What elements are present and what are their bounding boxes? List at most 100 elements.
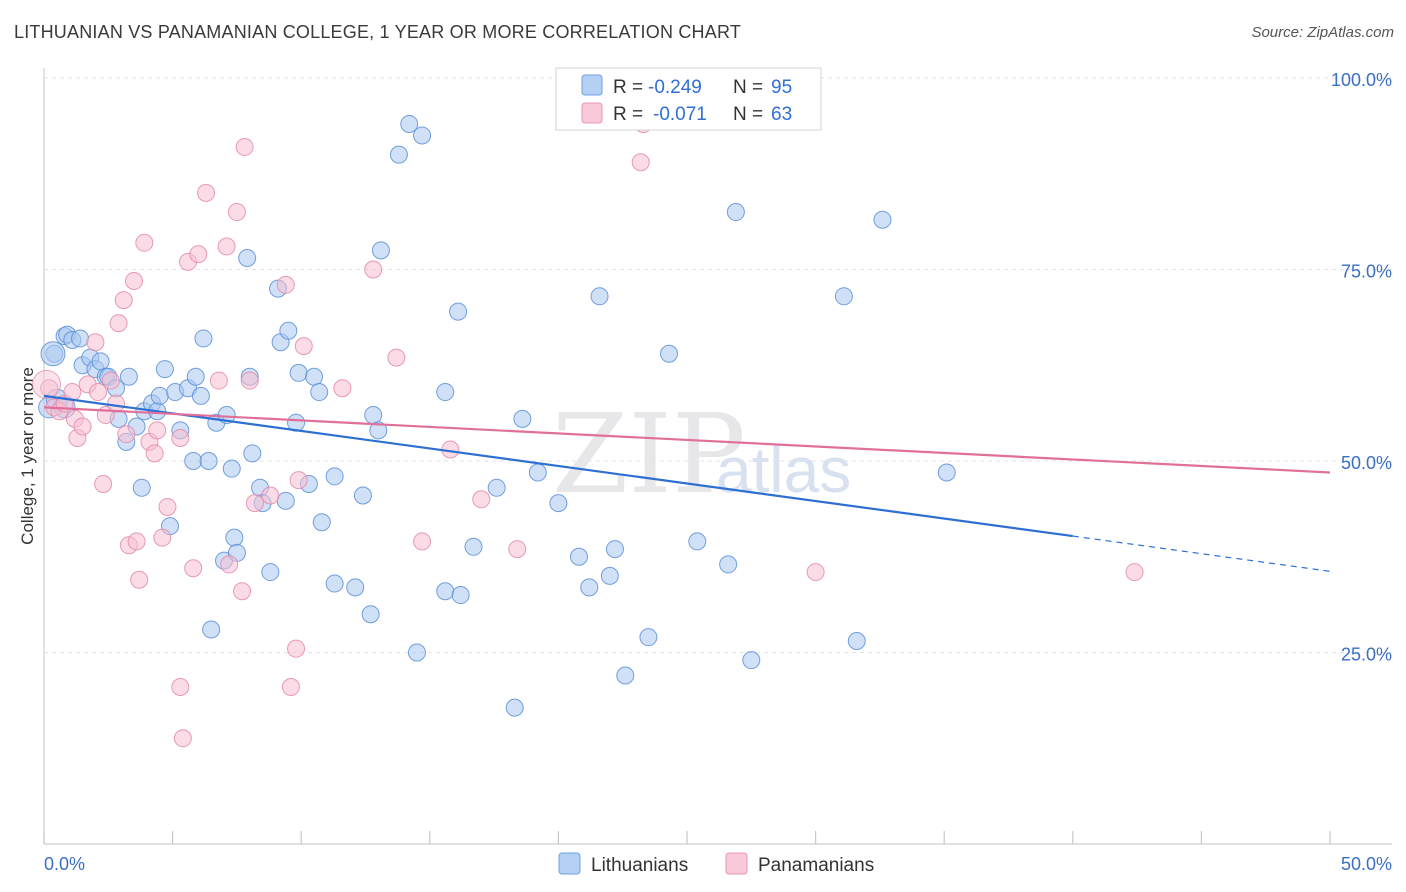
panamanian-point [1125, 563, 1144, 582]
lithuanian-point [279, 321, 298, 340]
correlation-legend: R = -0.249 N = 95 R = -0.071 N = 63 [555, 67, 822, 131]
panamanian-point [89, 383, 108, 402]
panamanian-point [127, 532, 146, 551]
panamanian-point [171, 677, 190, 696]
lithuanian-point [407, 643, 426, 662]
lithuanian-point [91, 352, 110, 371]
y-tick-label-25: 25.0% [1341, 645, 1392, 665]
lithuanian-point [238, 249, 257, 268]
lithuanian-point [119, 367, 138, 386]
lithuanian-point [742, 651, 761, 670]
lithuanian-point [834, 287, 853, 306]
y-tick-labels: 25.0% 50.0% 75.0% 100.0% [1331, 70, 1392, 665]
panamanian-point [189, 245, 208, 264]
panamanian-point [364, 260, 383, 279]
legend-r-label-2: R = [613, 104, 643, 125]
lithuanians-trend-extension [1072, 535, 1331, 572]
trend-lines [43, 394, 1331, 572]
panamanian-point [197, 183, 216, 202]
source-note: Source: ZipAtlas.com [1251, 24, 1394, 41]
lithuanians-points [38, 114, 956, 717]
lithuanian-point [276, 491, 295, 510]
lithuanian-point [202, 620, 221, 639]
panamanian-point [287, 639, 306, 658]
lithuanian-point [353, 486, 372, 505]
lithuanians-trend-line [43, 394, 1073, 538]
lithuanian-point [389, 145, 408, 164]
series-swatch-lithuanians [558, 852, 581, 875]
lithuanian-point [464, 537, 483, 556]
lithuanian-point [155, 360, 174, 379]
lithuanian-point [937, 463, 956, 482]
panamanian-point [114, 291, 133, 310]
panamanian-point [184, 559, 203, 578]
panamanian-point [101, 371, 120, 390]
lithuanian-point [413, 126, 432, 145]
lithuanian-point [186, 367, 205, 386]
panamanians-trend-line [43, 406, 1331, 474]
panamanian-point [145, 444, 164, 463]
panamanian-point [130, 570, 149, 589]
lithuanian-point [873, 210, 892, 229]
panamanian-point [94, 474, 113, 493]
panamanian-point [209, 371, 228, 390]
lithuanian-point [243, 444, 262, 463]
y-tick-label-100: 100.0% [1331, 70, 1392, 90]
panamanian-point [173, 729, 192, 748]
legend-n-value-1: 95 [771, 77, 792, 98]
lithuanian-point [847, 632, 866, 651]
panamanian-point [125, 271, 144, 290]
legend-r-label-1: R = [613, 77, 643, 98]
panamanian-point [153, 528, 172, 547]
lithuanian-point [261, 563, 280, 582]
panamanian-point [32, 369, 62, 399]
panamanian-point [387, 348, 406, 367]
panamanian-point [281, 677, 300, 696]
lithuanian-point [184, 452, 203, 470]
lithuanian-point [505, 698, 524, 717]
axes [43, 68, 1392, 845]
panamanian-point [261, 486, 280, 505]
lithuanian-point [194, 329, 213, 348]
panamanian-point [109, 314, 128, 333]
panamanian-point [217, 237, 236, 256]
lithuanian-point [325, 467, 344, 486]
lithuanian-point [369, 421, 388, 440]
series-swatch-panamanians [725, 852, 748, 875]
panamanian-point [158, 497, 177, 516]
legend-n-label-2: N = [733, 104, 763, 125]
panamanian-point [117, 425, 136, 444]
y-tick-label-75: 75.0% [1341, 262, 1392, 282]
panamanian-point [472, 490, 491, 509]
lithuanian-point [325, 574, 344, 593]
lithuanian-point [40, 341, 66, 367]
series-label-panamanians: Panamanians [758, 855, 874, 876]
lithuanian-point [371, 241, 390, 260]
legend-swatch-panamanians [581, 102, 603, 124]
panamanian-point [289, 471, 308, 490]
panamanian-point [171, 429, 190, 448]
lithuanian-point [688, 532, 707, 551]
lithuanian-point [436, 582, 455, 601]
lithuanian-point [225, 528, 244, 547]
y-tick-label-50: 50.0% [1341, 453, 1392, 473]
lithuanian-point [310, 383, 329, 402]
chart-title: LITHUANIAN VS PANAMANIAN COLLEGE, 1 YEAR… [14, 22, 742, 42]
lithuanian-point [616, 666, 635, 685]
legend-r-value-1: -0.249 [648, 77, 702, 98]
panamanian-point [413, 532, 432, 551]
lithuanian-point [600, 566, 619, 585]
lithuanian-point [436, 383, 455, 402]
lithuanian-point [487, 478, 506, 497]
lithuanian-point [549, 494, 568, 513]
lithuanian-point [312, 513, 331, 532]
panamanian-point [148, 421, 167, 440]
legend-r-value-2: -0.071 [653, 104, 707, 125]
panamanian-point [227, 203, 246, 222]
lithuanian-point [361, 605, 380, 624]
gridlines [44, 77, 1392, 653]
watermark-zip: ZIP [552, 390, 746, 518]
panamanian-point [806, 563, 825, 582]
lithuanian-point [222, 459, 241, 478]
lithuanian-point [346, 578, 365, 597]
